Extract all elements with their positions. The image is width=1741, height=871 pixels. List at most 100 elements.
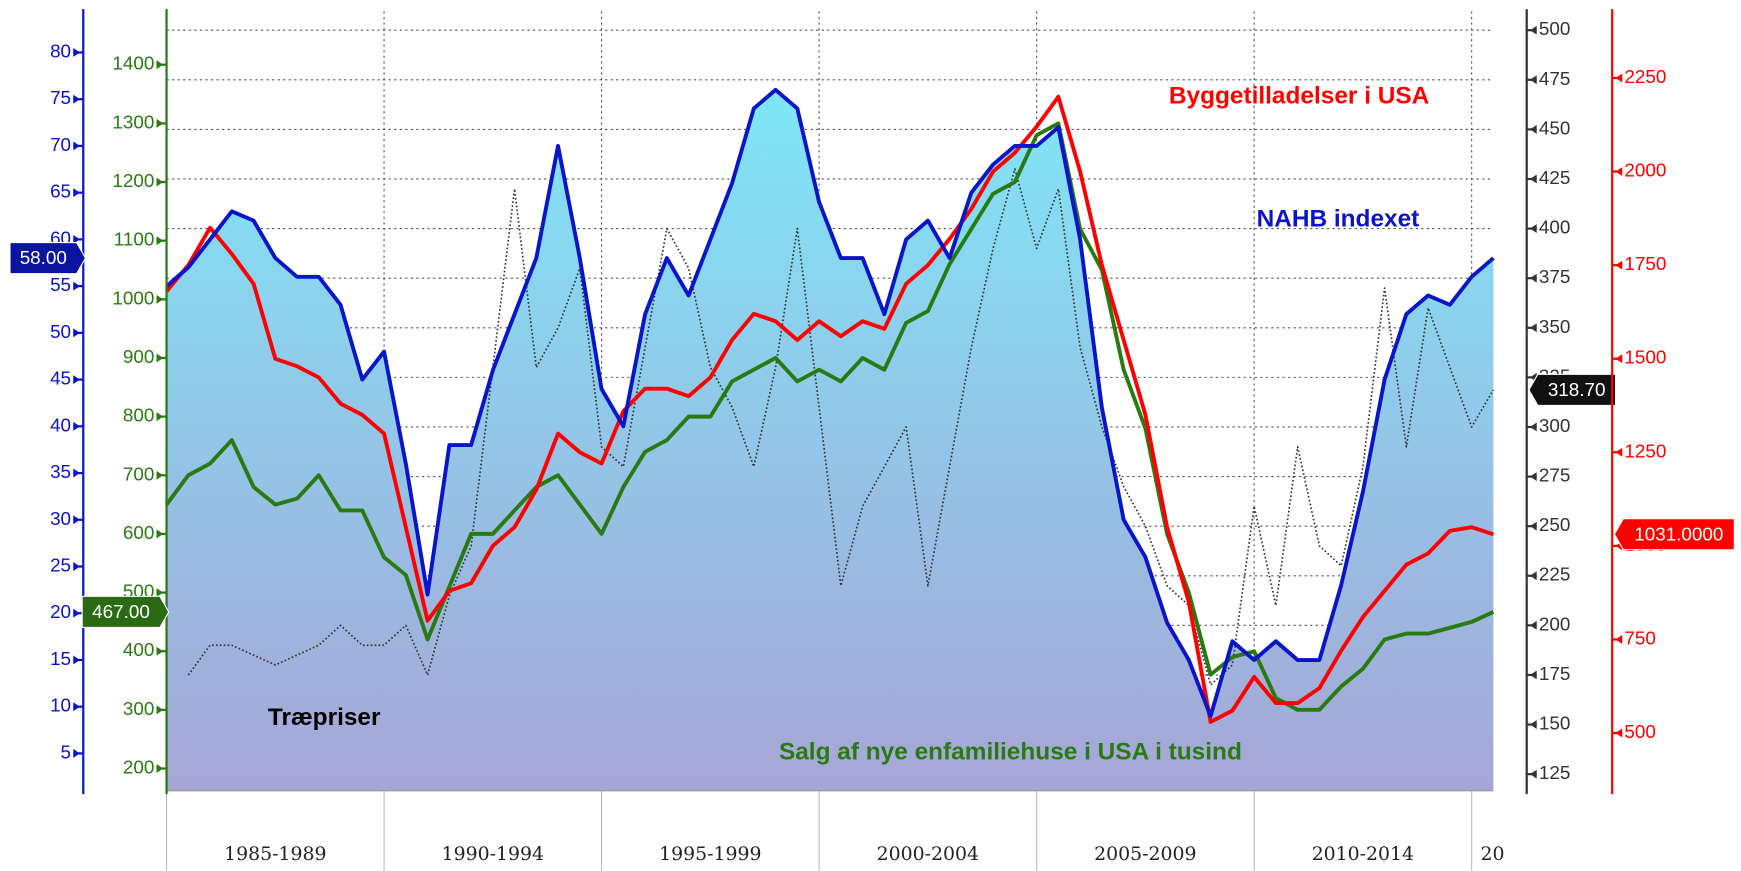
tick-arrow	[1530, 422, 1537, 432]
tick-arrow	[156, 470, 164, 480]
value-tag	[1528, 373, 1617, 406]
y-tick-label: 35	[50, 461, 71, 482]
y-tick-label: 1200	[112, 170, 154, 191]
y-tick-label: 65	[50, 181, 71, 202]
y-tick-label: 5	[61, 741, 72, 762]
y-tick-label: 425	[1539, 167, 1570, 188]
tick-arrow	[73, 748, 80, 758]
y-tick-label: 45	[50, 368, 71, 389]
y-tick-label: 175	[1539, 663, 1570, 684]
tick-arrow	[156, 294, 164, 304]
y-tick-label: 200	[1539, 613, 1570, 634]
y-tick-label: 750	[1624, 627, 1655, 648]
y-tick-label: 1250	[1624, 440, 1666, 461]
y-tick-label: 300	[1539, 415, 1570, 436]
tick-arrow	[1530, 124, 1537, 134]
x-tick-label: 2010-2014	[1312, 843, 1414, 865]
value-tag	[81, 595, 170, 629]
x-tick-label: 1990-1994	[442, 843, 544, 865]
y-tick-label: 450	[1539, 117, 1570, 138]
tick-arrow	[1615, 73, 1623, 83]
y-tick-label: 150	[1539, 713, 1570, 734]
tick-arrow	[73, 421, 80, 431]
tick-arrow	[73, 515, 80, 525]
tick-arrow	[1530, 273, 1537, 283]
area	[166, 89, 1494, 791]
tick-arrow	[1530, 224, 1537, 234]
tick-arrow	[156, 646, 164, 656]
tick-arrow	[156, 353, 164, 363]
value-tag	[9, 241, 87, 275]
tick-arrow	[73, 328, 80, 338]
y-tick-label: 55	[50, 274, 71, 295]
tick-arrow	[73, 234, 80, 244]
x-tick-label: 20	[1481, 843, 1505, 865]
tick-arrow	[1615, 354, 1623, 364]
y-tick-label: 300	[123, 698, 154, 719]
y-tick-label: 15	[50, 648, 71, 669]
tick-arrow	[156, 705, 164, 715]
tick-arrow	[156, 412, 164, 422]
y-tick-label: 20	[50, 601, 71, 622]
value-tag-label: 467.00	[92, 601, 150, 622]
tick-arrow	[156, 118, 164, 128]
y-tick-label: 350	[1539, 316, 1570, 337]
x-tick-label: 2005-2009	[1094, 843, 1196, 865]
y-tick-label: 1400	[112, 53, 154, 74]
x-tick-label: 2000-2004	[877, 843, 979, 865]
y-tick-label: 800	[123, 405, 154, 426]
y-tick-label: 225	[1539, 564, 1570, 585]
tick-arrow	[1530, 25, 1537, 35]
tick-arrow	[1615, 447, 1623, 457]
y-tick-label: 25	[50, 554, 71, 575]
tick-arrow	[73, 188, 80, 198]
tick-arrow	[73, 375, 80, 385]
y-tick-label: 75	[50, 87, 71, 108]
tick-arrow	[156, 529, 164, 539]
tick-arrow	[1530, 769, 1537, 779]
y-tick-label: 500	[1624, 721, 1655, 742]
value-tag-label: 318.70	[1548, 379, 1606, 400]
y-tick-label: 900	[123, 346, 154, 367]
tick-arrow	[1530, 323, 1537, 333]
tick-arrow	[73, 655, 80, 665]
y-tick-label: 375	[1539, 266, 1570, 287]
tick-arrow	[1530, 571, 1537, 581]
series-annotation: Træpriser	[268, 704, 381, 731]
tick-arrow	[156, 764, 164, 773]
y-tick-label: 1100	[114, 229, 155, 250]
tick-arrow	[73, 281, 80, 291]
tick-arrow	[156, 60, 164, 70]
value-tag	[1613, 518, 1735, 551]
y-tick-label: 400	[1539, 217, 1570, 238]
tick-arrow	[73, 608, 80, 618]
x-tick-label: 1985-1989	[224, 843, 326, 865]
y-tick-label: 30	[50, 508, 71, 529]
tick-arrow	[73, 702, 80, 712]
line	[164, 121, 1495, 712]
series-annotation: NAHB indexet	[1257, 206, 1420, 233]
line	[187, 168, 1495, 686]
y-tick-label: 475	[1539, 68, 1570, 89]
value-tag-label: 58.00	[20, 247, 67, 268]
tick-arrow	[1615, 728, 1623, 738]
tick-arrow	[1530, 75, 1537, 85]
y-tick-label: 250	[1539, 514, 1570, 535]
line	[165, 87, 1495, 719]
series-annotation: Byggetilladelser i USA	[1169, 82, 1429, 109]
tick-arrow	[1530, 472, 1537, 482]
x-tick-label: 1995-1999	[659, 843, 761, 865]
tick-arrow	[73, 48, 80, 57]
tick-arrow	[1615, 635, 1623, 644]
y-tick-label: 1750	[1624, 253, 1666, 274]
tick-arrow	[156, 588, 164, 598]
y-tick-label: 400	[123, 639, 154, 660]
tick-arrow	[73, 562, 80, 571]
tick-arrow	[1530, 620, 1537, 630]
tick-arrow	[1530, 670, 1537, 680]
y-tick-label: 2250	[1624, 66, 1666, 87]
y-tick-label: 1300	[112, 111, 154, 132]
tick-arrow	[73, 94, 80, 104]
